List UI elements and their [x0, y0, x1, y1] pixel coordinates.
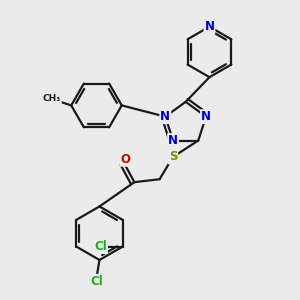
Text: Cl: Cl — [94, 240, 107, 253]
Text: N: N — [204, 20, 214, 33]
Text: N: N — [168, 134, 178, 147]
Text: S: S — [169, 150, 177, 164]
Text: N: N — [160, 110, 170, 123]
Text: CH₃: CH₃ — [43, 94, 61, 103]
Text: N: N — [201, 110, 211, 123]
Text: Cl: Cl — [90, 275, 103, 288]
Text: O: O — [120, 153, 130, 166]
